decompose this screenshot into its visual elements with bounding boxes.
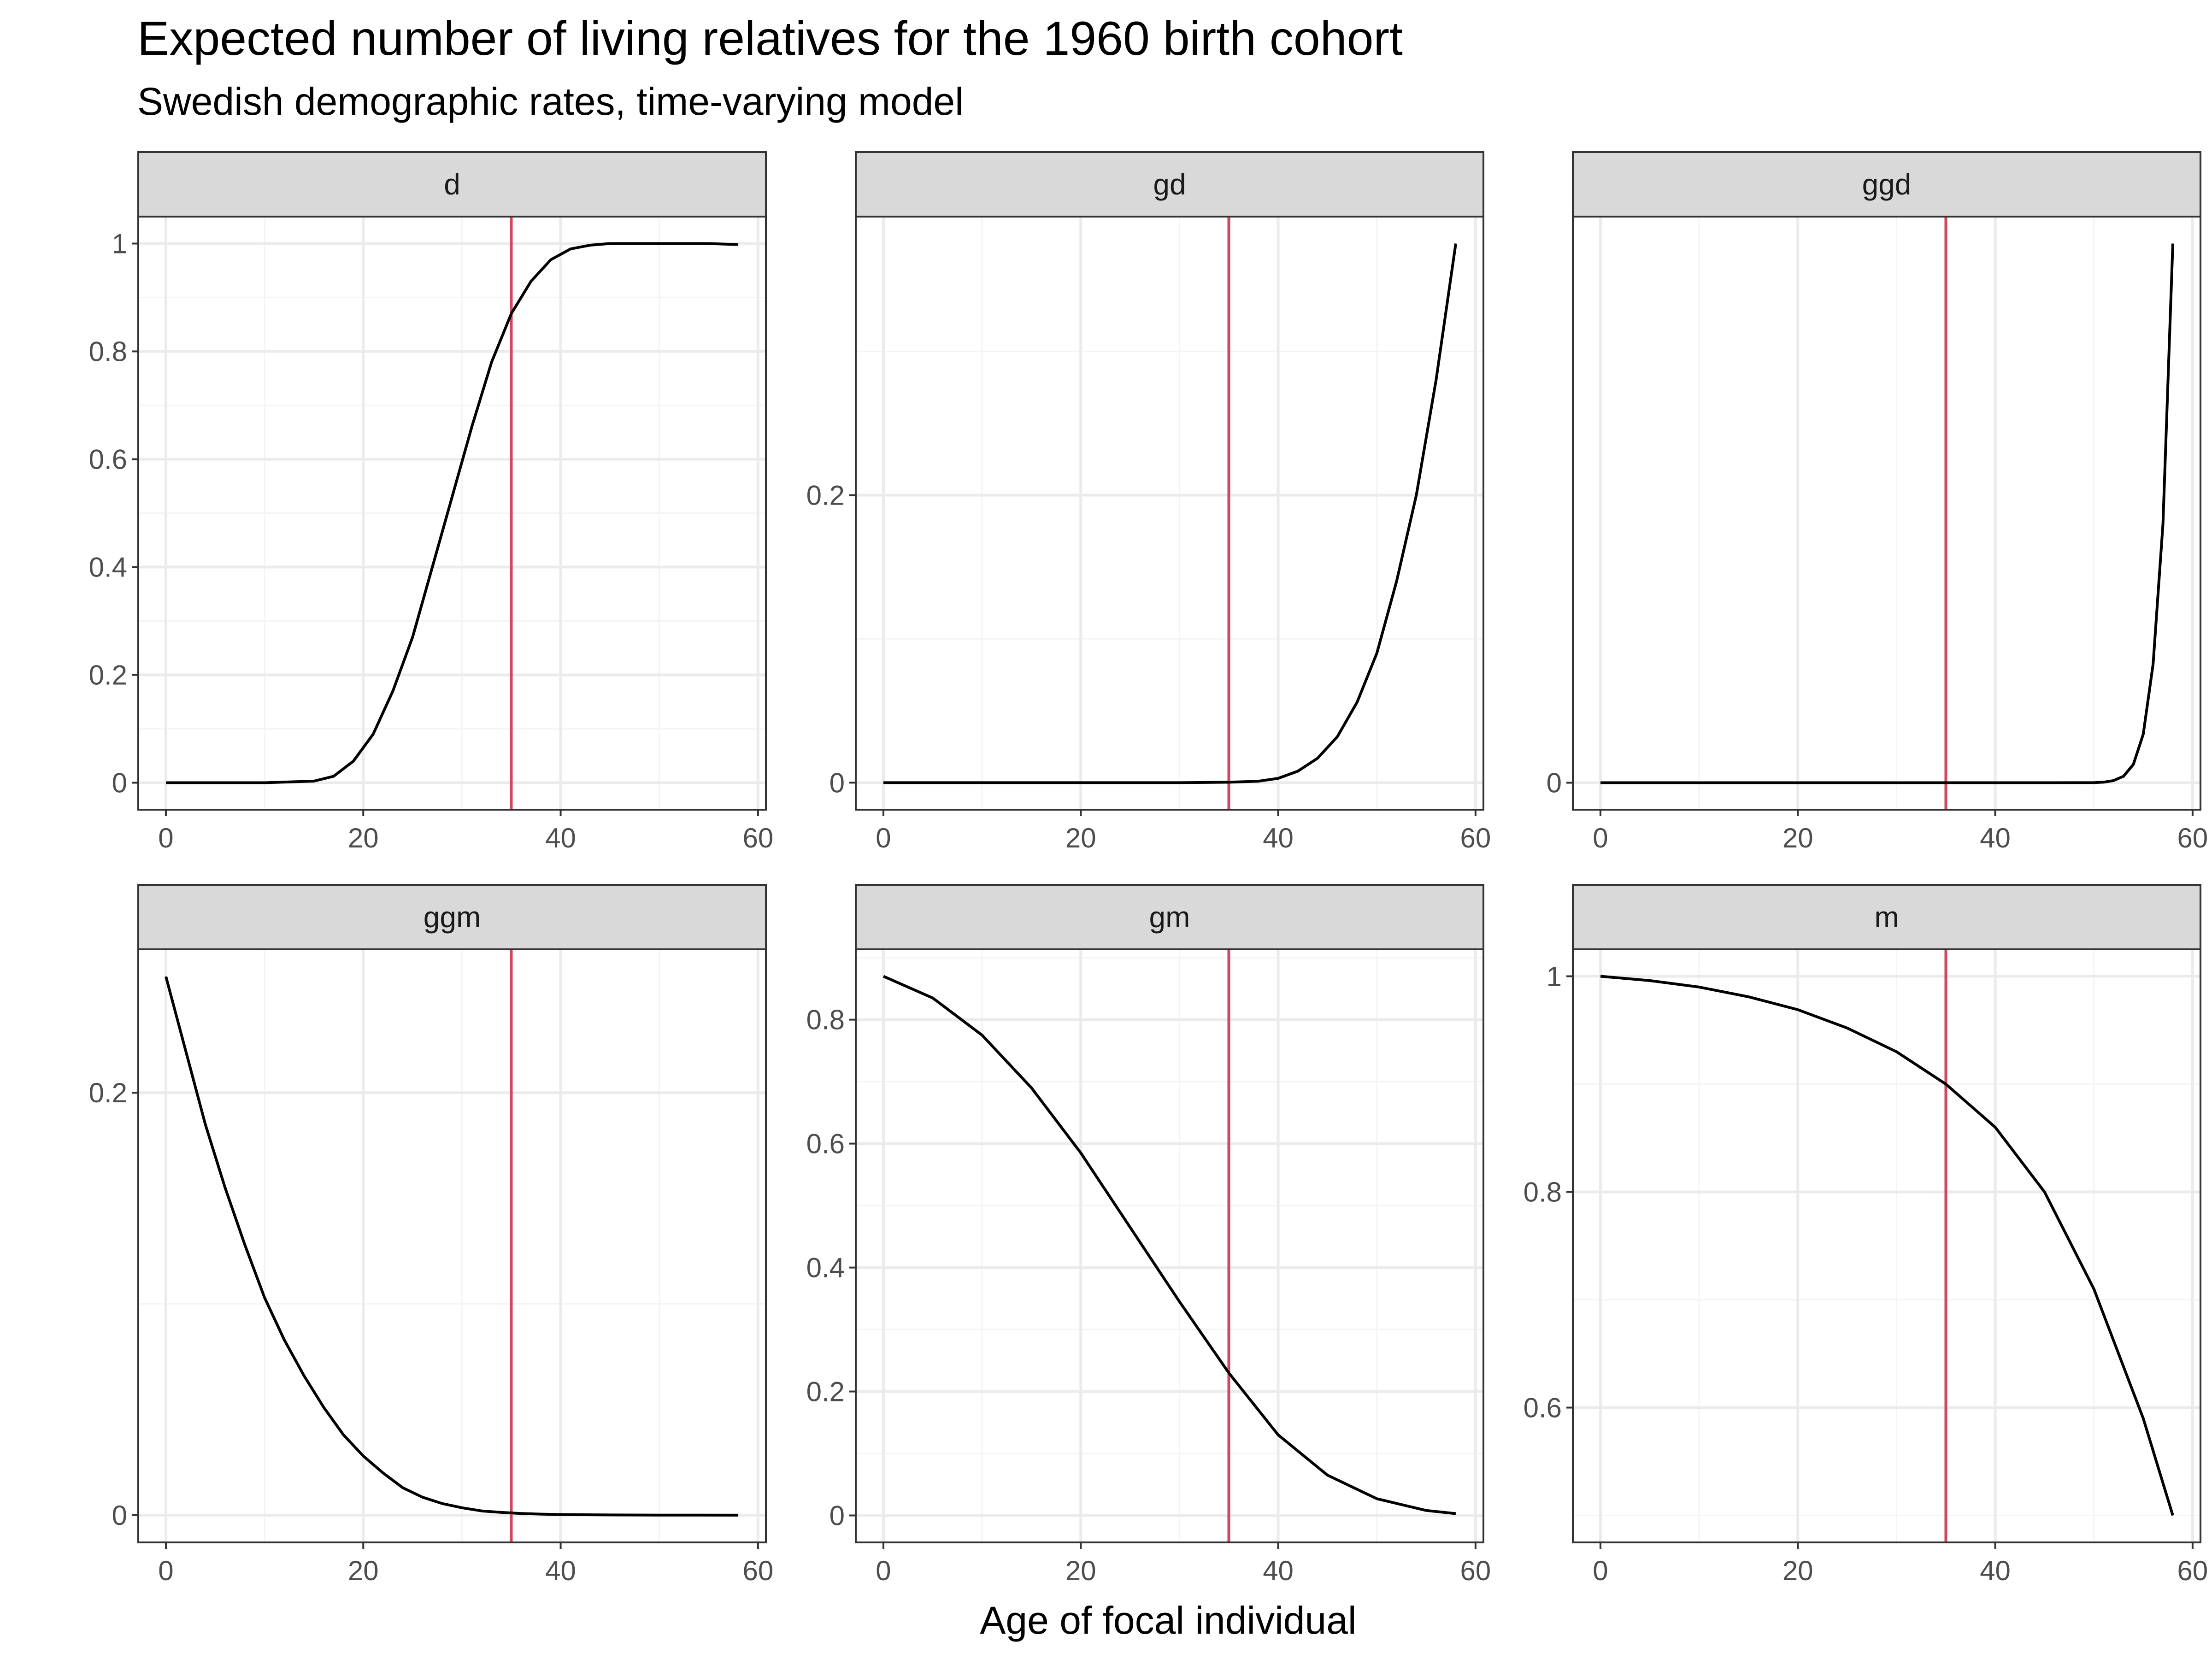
y-tick-label: 0.6	[89, 444, 127, 475]
facet-strip-label: ggm	[424, 900, 481, 934]
facet-strip-label: ggd	[1862, 168, 1912, 201]
series-line-ggd	[1600, 243, 2174, 784]
x-tick-label: 0	[1593, 1555, 1608, 1586]
panel-d: d 0 20 40 60 0 0.2 0.4 0.6 0.8 1	[89, 151, 773, 853]
facet-strip	[855, 884, 1484, 950]
panel-border	[137, 216, 767, 811]
y-tick-label: 0	[112, 1500, 127, 1531]
x-tick-label: 40	[545, 823, 576, 853]
y-tick-label: 0.8	[89, 336, 127, 367]
chart-subtitle: Swedish demographic rates, time-varying …	[137, 80, 964, 123]
x-tick-label: 60	[2177, 1555, 2208, 1586]
panel-border	[137, 948, 767, 1543]
x-tick-label: 40	[1980, 1555, 2011, 1586]
x-tick-label: 20	[1065, 1555, 1096, 1586]
x-tick-label: 20	[1783, 1555, 1813, 1586]
x-tick-label: 20	[1783, 823, 1813, 853]
x-tick-label: 40	[1980, 823, 2011, 853]
x-axis-label: Age of focal individual	[980, 1599, 1356, 1642]
x-tick-label: 20	[348, 823, 379, 853]
panel-border	[855, 948, 1484, 1543]
x-tick-label: 40	[1263, 823, 1294, 853]
panel-ggm: ggm 0 20 40 60 0 0.2	[89, 884, 773, 1586]
y-tick-label: 0.4	[89, 552, 127, 583]
x-tick-label: 60	[742, 1555, 773, 1586]
series-line-gm	[882, 975, 1456, 1515]
series-line-d	[166, 242, 739, 784]
y-tick-label: 0.2	[806, 480, 845, 511]
facet-strip-label: m	[1874, 900, 1899, 934]
y-tick-label: 0.6	[806, 1129, 845, 1159]
y-tick-label: 0.8	[806, 1005, 845, 1035]
y-tick-label: 0	[830, 767, 845, 798]
series-line-gd	[883, 243, 1457, 784]
x-tick-label: 60	[742, 823, 773, 853]
facet-strip-label: gd	[1153, 168, 1186, 201]
x-tick-label: 40	[1263, 1555, 1294, 1586]
panel-border	[855, 216, 1484, 811]
x-tick-label: 0	[1593, 823, 1608, 853]
facet-strip	[137, 884, 767, 950]
x-tick-label: 60	[1460, 823, 1491, 853]
panel-border	[1572, 948, 2201, 1543]
y-tick-label: 0	[112, 768, 127, 799]
chart-title: Expected number of living relatives for …	[137, 12, 1403, 65]
x-tick-label: 60	[1460, 1555, 1491, 1586]
y-tick-label: 0.4	[806, 1253, 845, 1283]
y-tick-label: 0.2	[89, 660, 127, 691]
y-tick-label: 0.2	[806, 1377, 845, 1407]
y-tick-label: 0.6	[1524, 1393, 1562, 1424]
series-line-m	[1600, 975, 2174, 1516]
y-tick-label: 1	[112, 229, 127, 259]
y-tick-label: 0.2	[89, 1077, 127, 1108]
series-line-ggm	[165, 976, 739, 1517]
panel-gm: gm 0 20 40 60 0 0.2 0.4 0.6 0.8	[806, 884, 1491, 1586]
x-tick-label: 0	[876, 823, 891, 853]
x-tick-label: 20	[348, 1555, 379, 1586]
x-tick-label: 0	[876, 1555, 891, 1586]
y-tick-label: 0.8	[1524, 1177, 1562, 1208]
x-tick-label: 60	[2177, 823, 2208, 853]
x-tick-label: 20	[1065, 823, 1096, 853]
y-tick-label: 1	[1547, 961, 1562, 992]
facet-strip-label: d	[444, 168, 460, 201]
x-tick-label: 40	[545, 1555, 576, 1586]
panel-gd: gd 0 20 40 60 0 0.2	[806, 151, 1491, 853]
panel-m: m 0 20 40 60 0.6 0.8 1	[1524, 884, 2208, 1586]
x-tick-label: 0	[158, 823, 173, 853]
panel-border	[1572, 216, 2201, 811]
facet-strip-label: gm	[1149, 900, 1190, 934]
y-tick-label: 0	[1547, 768, 1562, 799]
x-tick-label: 0	[158, 1555, 173, 1586]
panel-ggd: ggd 0 20 40 60 0	[1547, 151, 2208, 853]
y-tick-label: 0	[830, 1500, 845, 1531]
